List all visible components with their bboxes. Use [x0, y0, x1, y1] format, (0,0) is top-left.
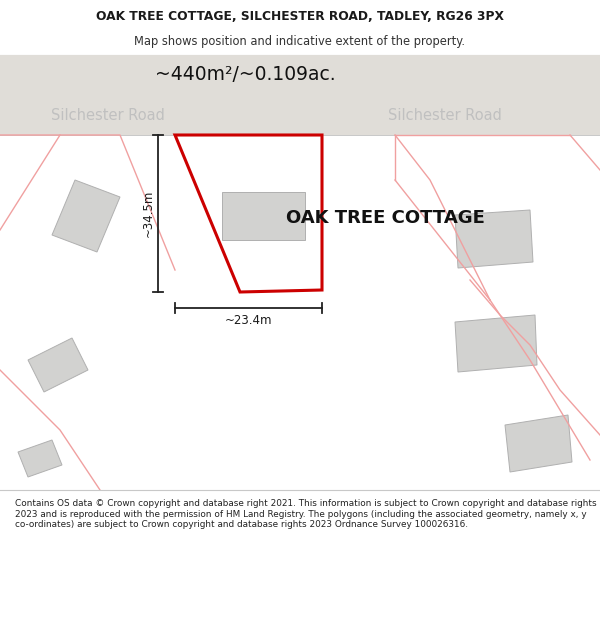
Text: Map shows position and indicative extent of the property.: Map shows position and indicative extent…	[134, 35, 466, 48]
Text: ~34.5m: ~34.5m	[142, 190, 155, 237]
Polygon shape	[455, 315, 537, 372]
Polygon shape	[222, 192, 305, 240]
Text: Silchester Road: Silchester Road	[51, 109, 165, 124]
Polygon shape	[52, 180, 120, 252]
Bar	[0, 55, 600, 135]
Text: OAK TREE COTTAGE: OAK TREE COTTAGE	[286, 209, 484, 227]
Text: ~440m²/~0.109ac.: ~440m²/~0.109ac.	[155, 66, 335, 84]
Text: Silchester Road: Silchester Road	[388, 109, 502, 124]
Text: OAK TREE COTTAGE, SILCHESTER ROAD, TADLEY, RG26 3PX: OAK TREE COTTAGE, SILCHESTER ROAD, TADLE…	[96, 10, 504, 23]
Polygon shape	[18, 440, 62, 477]
Polygon shape	[28, 338, 88, 392]
Text: ~23.4m: ~23.4m	[225, 314, 272, 328]
Polygon shape	[455, 210, 533, 268]
Polygon shape	[505, 415, 572, 472]
Text: Contains OS data © Crown copyright and database right 2021. This information is : Contains OS data © Crown copyright and d…	[15, 499, 596, 529]
